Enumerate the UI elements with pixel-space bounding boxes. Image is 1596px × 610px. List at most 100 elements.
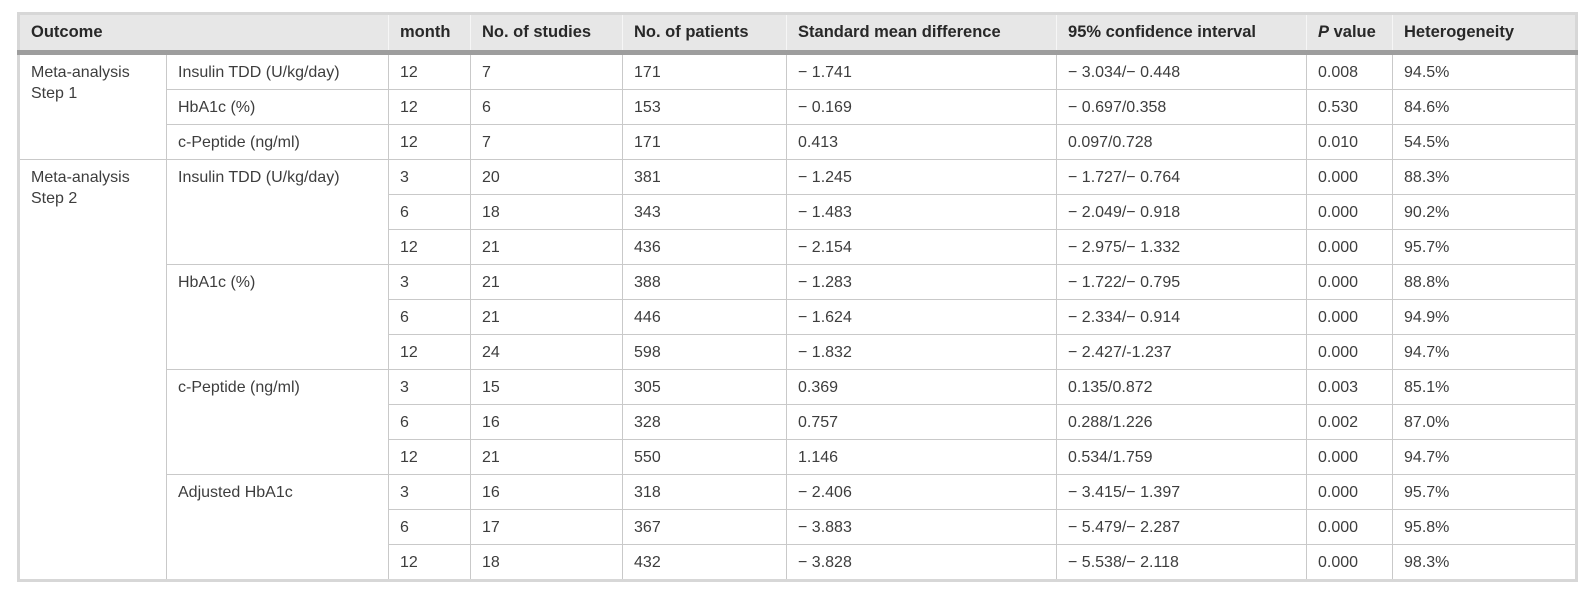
studies-cell: 21 bbox=[470, 439, 624, 475]
pvalue-cell: 0.003 bbox=[1306, 369, 1394, 405]
pvalue-cell: 0.000 bbox=[1306, 509, 1394, 545]
patients-cell: 305 bbox=[622, 369, 788, 405]
heterogeneity-cell: 94.7% bbox=[1392, 439, 1578, 475]
table-row: 6 21 446− 1.624− 2.334/− 0.914 0.000 94.9% bbox=[19, 299, 1578, 335]
smd-cell: 0.369 bbox=[786, 369, 1058, 405]
studies-cell: 20 bbox=[470, 159, 624, 195]
pvalue-cell: 0.008 bbox=[1306, 52, 1394, 90]
column-header-outcome: Outcome bbox=[18, 13, 390, 55]
confidence-interval-cell: 0.534/1.759 bbox=[1056, 439, 1308, 475]
confidence-interval-cell: 0.135/0.872 bbox=[1056, 369, 1308, 405]
patients-cell: 318 bbox=[622, 474, 788, 510]
smd-cell: 1.146 bbox=[786, 439, 1058, 475]
measure-cell: c-Peptide (ng/ml) bbox=[165, 124, 390, 160]
heterogeneity-cell: 54.5% bbox=[1392, 124, 1578, 160]
outcome-group-cell: Meta-analysis Step 1 bbox=[18, 52, 167, 160]
table-row: Adjusted HbA1c 3 16 318− 2.406− 3.415/− 1.3… bbox=[19, 474, 1578, 581]
studies-cell: 18 bbox=[470, 544, 624, 581]
table-row: Meta-analysis Step 1 Insulin TDD (U/kg/da… bbox=[18, 52, 1578, 160]
pvalue-cell: 0.010 bbox=[1306, 124, 1394, 160]
pvalue-cell: 0.000 bbox=[1306, 439, 1394, 475]
month-cell: 6 bbox=[388, 194, 472, 230]
smd-cell: − 0.169 bbox=[786, 89, 1058, 125]
table-row: 12 24 598− 1.832− 2.427/-1.237 0.000 94.7% bbox=[19, 334, 1578, 370]
month-cell: 3 bbox=[388, 264, 472, 300]
smd-cell: − 2.406 bbox=[786, 474, 1058, 510]
studies-cell: 7 bbox=[470, 124, 624, 160]
table-row: c-Peptide (ng/ml) 3 15 305 0.369 0.135/0.872 0… bbox=[19, 369, 1578, 475]
smd-cell: − 1.832 bbox=[786, 334, 1058, 370]
confidence-interval-cell: − 0.697/0.358 bbox=[1056, 89, 1308, 125]
smd-cell: − 1.245 bbox=[786, 159, 1058, 195]
patients-cell: 153 bbox=[622, 89, 788, 125]
studies-cell: 15 bbox=[470, 369, 624, 405]
patients-cell: 328 bbox=[622, 404, 788, 440]
pvalue-label-rest: value bbox=[1329, 23, 1376, 41]
table-row: HbA1c (%) 12 6 153− 0.169− 0.697/0.358 0.530… bbox=[19, 89, 1578, 125]
patients-cell: 171 bbox=[622, 52, 788, 90]
pvalue-cell: 0.530 bbox=[1306, 89, 1394, 125]
heterogeneity-cell: 87.0% bbox=[1392, 404, 1578, 440]
heterogeneity-cell: 85.1% bbox=[1392, 369, 1578, 405]
pvalue-cell: 0.000 bbox=[1306, 544, 1394, 581]
month-cell: 12 bbox=[388, 544, 472, 581]
pvalue-cell: 0.000 bbox=[1306, 264, 1394, 300]
month-cell: 12 bbox=[388, 229, 472, 265]
patients-cell: 598 bbox=[622, 334, 788, 370]
month-cell: 12 bbox=[388, 439, 472, 475]
studies-cell: 6 bbox=[470, 89, 624, 125]
studies-cell: 24 bbox=[470, 334, 624, 370]
confidence-interval-cell: − 5.538/− 2.118 bbox=[1056, 544, 1308, 581]
studies-cell: 21 bbox=[470, 264, 624, 300]
smd-cell: − 1.483 bbox=[786, 194, 1058, 230]
column-header-month: month bbox=[388, 13, 472, 55]
month-cell: 6 bbox=[388, 509, 472, 545]
patients-cell: 367 bbox=[622, 509, 788, 545]
column-header-heterogeneity: Heterogeneity bbox=[1392, 13, 1578, 55]
patients-cell: 381 bbox=[622, 159, 788, 195]
month-cell: 12 bbox=[388, 124, 472, 160]
table-row: 12 18 432− 3.828− 5.538/− 2.118 0.000 98.3% bbox=[19, 544, 1578, 581]
table-row: 6 17 367− 3.883− 5.479/− 2.287 0.000 95.8% bbox=[19, 509, 1578, 545]
meta-analysis-results-table: Outcome month No. of studies No. of patient… bbox=[17, 12, 1579, 582]
smd-cell: 0.413 bbox=[786, 124, 1058, 160]
patients-cell: 388 bbox=[622, 264, 788, 300]
pvalue-cell: 0.000 bbox=[1306, 299, 1394, 335]
smd-cell: 0.757 bbox=[786, 404, 1058, 440]
heterogeneity-cell: 95.7% bbox=[1392, 229, 1578, 265]
studies-cell: 18 bbox=[470, 194, 624, 230]
month-cell: 12 bbox=[388, 334, 472, 370]
table-row: 12 21 550 1.146 0.534/1.759 0.000 94.7% bbox=[19, 439, 1578, 475]
heterogeneity-cell: 94.5% bbox=[1392, 52, 1578, 90]
heterogeneity-cell: 88.3% bbox=[1392, 159, 1578, 195]
confidence-interval-cell: − 3.415/− 1.397 bbox=[1056, 474, 1308, 510]
heterogeneity-cell: 98.3% bbox=[1392, 544, 1578, 581]
confidence-interval-cell: − 2.334/− 0.914 bbox=[1056, 299, 1308, 335]
pvalue-cell: 0.000 bbox=[1306, 229, 1394, 265]
month-cell: 12 bbox=[388, 89, 472, 125]
heterogeneity-cell: 94.7% bbox=[1392, 334, 1578, 370]
smd-cell: − 1.741 bbox=[786, 52, 1058, 90]
studies-cell: 7 bbox=[470, 52, 624, 90]
header-row: Outcome month No. of studies No. of patient… bbox=[18, 13, 1578, 55]
patients-cell: 446 bbox=[622, 299, 788, 335]
heterogeneity-cell: 90.2% bbox=[1392, 194, 1578, 230]
meta-analysis-table-container: Outcome month No. of studies No. of patient… bbox=[17, 12, 1579, 582]
confidence-interval-cell: − 2.049/− 0.918 bbox=[1056, 194, 1308, 230]
table-row: Meta-analysis Step 2 Insulin TDD (U/kg/da… bbox=[18, 159, 1578, 581]
smd-cell: − 3.883 bbox=[786, 509, 1058, 545]
month-cell: 3 bbox=[388, 474, 472, 510]
measure-cell: HbA1c (%) bbox=[165, 264, 390, 370]
heterogeneity-cell: 94.9% bbox=[1392, 299, 1578, 335]
confidence-interval-cell: − 3.034/− 0.448 bbox=[1056, 52, 1308, 90]
month-cell: 12 bbox=[388, 52, 472, 90]
month-cell: 6 bbox=[388, 299, 472, 335]
measure-cell: Insulin TDD (U/kg/day) bbox=[165, 52, 390, 90]
confidence-interval-cell: 0.288/1.226 bbox=[1056, 404, 1308, 440]
heterogeneity-cell: 84.6% bbox=[1392, 89, 1578, 125]
table-row: 6 18 343− 1.483− 2.049/− 0.918 0.000 90.2% bbox=[19, 194, 1578, 230]
heterogeneity-cell: 95.8% bbox=[1392, 509, 1578, 545]
table-header: Outcome month No. of studies No. of patient… bbox=[18, 13, 1578, 55]
confidence-interval-cell: − 5.479/− 2.287 bbox=[1056, 509, 1308, 545]
patients-cell: 432 bbox=[622, 544, 788, 581]
